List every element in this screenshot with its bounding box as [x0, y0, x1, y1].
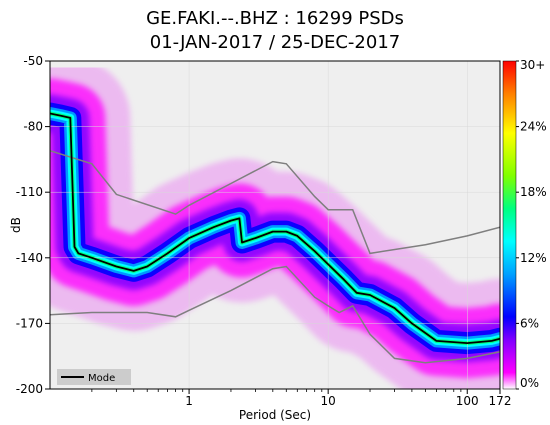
colorbar-frame: [502, 60, 517, 390]
legend-box: [57, 369, 131, 385]
chart-title-line1: GE.FAKI.--.BHZ : 16299 PSDs: [146, 8, 404, 29]
colorbar-tick-label: 18%: [520, 185, 547, 199]
legend-label-mode: Mode: [88, 373, 115, 384]
legend: Mode: [57, 369, 131, 385]
colorbar-tick-label: 0%: [520, 376, 539, 390]
x-axis-ticks: 1 10 100 172: [91, 389, 512, 408]
noise-model-curves: [50, 149, 500, 364]
y-tick-label: -110: [16, 185, 43, 199]
x-axis-label: Period (Sec): [239, 408, 311, 422]
x-tick-label: 10: [321, 394, 336, 408]
y-tick-label: -170: [16, 316, 43, 330]
y-axis-label: dB: [9, 217, 23, 233]
colorbar-ticks: 0% 6% 12% 18% 24% 30+: [516, 58, 547, 390]
y-tick-label: -80: [23, 120, 43, 134]
colorbar-tick-label: 30+: [520, 58, 545, 72]
y-tick-label: -140: [16, 251, 43, 265]
colorbar-tick-label: 6%: [520, 316, 539, 330]
mode-curve: [50, 112, 500, 345]
noise-model-high-curve: [50, 149, 500, 255]
noise-model-low-curve: [50, 265, 500, 364]
y-axis-ticks: -50 -80 -110 -140 -170 -200: [16, 54, 50, 396]
chart-title-line2: 01-JAN-2017 / 25-DEC-2017: [150, 32, 401, 53]
mode-curve-layer: [50, 112, 500, 345]
x-tick-label: 1: [185, 394, 193, 408]
colorbar: [503, 61, 516, 389]
colorbar-tick-label: 12%: [520, 251, 547, 265]
y-tick-label: -50: [23, 54, 43, 68]
colorbar-tick-label: 24%: [520, 120, 547, 134]
plot-frame: [49, 60, 501, 390]
x-tick-label: 172: [489, 394, 512, 408]
x-tick-label: 100: [456, 394, 479, 408]
y-tick-label: -200: [16, 382, 43, 396]
